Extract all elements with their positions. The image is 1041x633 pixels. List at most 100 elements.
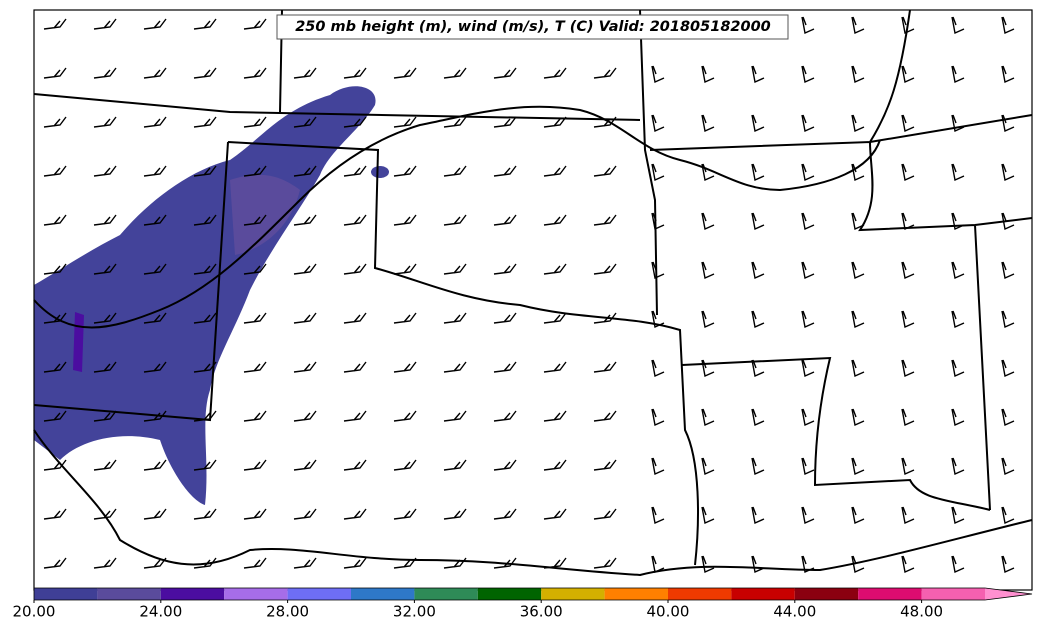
wind-barb bbox=[93, 116, 117, 128]
wind-barb bbox=[543, 557, 567, 569]
wind-barb bbox=[1001, 506, 1015, 524]
wind-barb bbox=[701, 65, 715, 83]
wind-barb bbox=[901, 506, 915, 524]
wind-barb bbox=[393, 165, 417, 177]
wind-barb bbox=[951, 310, 965, 328]
wind-barb bbox=[651, 457, 665, 475]
wind-barb bbox=[593, 459, 617, 471]
wind-barb bbox=[1001, 310, 1015, 328]
wind-barb bbox=[751, 457, 765, 475]
wind-barb bbox=[951, 457, 965, 475]
title: 250 mb height (m), wind (m/s), T (C) Val… bbox=[295, 19, 771, 35]
wind-barb bbox=[143, 67, 167, 79]
wind-barb bbox=[393, 263, 417, 275]
wind-barb bbox=[1001, 408, 1015, 426]
wind-barb bbox=[801, 310, 815, 328]
wind-barb bbox=[243, 116, 267, 128]
wind-barb bbox=[593, 214, 617, 226]
wind-barb bbox=[851, 212, 865, 230]
wind-barb bbox=[193, 459, 217, 471]
wind-barb bbox=[493, 459, 517, 471]
title-box: 250 mb height (m), wind (m/s), T (C) Val… bbox=[276, 14, 789, 40]
wind-barb bbox=[493, 214, 517, 226]
wind-barb bbox=[651, 359, 665, 377]
wind-barb bbox=[651, 65, 665, 83]
wind-barb bbox=[93, 508, 117, 520]
wind-barb bbox=[701, 408, 715, 426]
wind-barb bbox=[951, 212, 965, 230]
wind-barb bbox=[651, 114, 665, 132]
colorbar-segment bbox=[287, 588, 351, 600]
wind-barb bbox=[243, 508, 267, 520]
wind-barb bbox=[343, 214, 367, 226]
wind-barb bbox=[343, 410, 367, 422]
wind-barb bbox=[43, 557, 67, 569]
wind-barb bbox=[543, 214, 567, 226]
wind-barb bbox=[851, 310, 865, 328]
wind-barb bbox=[43, 165, 67, 177]
wind-barb bbox=[493, 263, 517, 275]
wind-barb bbox=[801, 261, 815, 279]
wind-barb bbox=[493, 508, 517, 520]
wind-barb bbox=[143, 508, 167, 520]
wind-barb bbox=[43, 18, 67, 30]
wind-barb bbox=[851, 163, 865, 181]
wind-barb bbox=[443, 508, 467, 520]
wind-barb bbox=[751, 359, 765, 377]
colorbar: 20.00 24.00 28.00 32.00 36.00 40.00 44.00 48.00 bbox=[13, 587, 1033, 621]
wind-barb bbox=[543, 459, 567, 471]
wind-barb bbox=[543, 116, 567, 128]
wind-barb bbox=[543, 410, 567, 422]
wind-barb bbox=[901, 114, 915, 132]
wind-barb bbox=[93, 410, 117, 422]
wind-barb bbox=[243, 410, 267, 422]
wind-barb bbox=[393, 312, 417, 324]
wind-barb bbox=[193, 263, 217, 275]
wind-barb bbox=[751, 261, 765, 279]
wind-barb bbox=[393, 361, 417, 373]
wind-barb bbox=[293, 557, 317, 569]
wind-barb bbox=[143, 557, 167, 569]
wind-barb bbox=[651, 408, 665, 426]
wind-barb bbox=[93, 263, 117, 275]
wind-barb bbox=[851, 506, 865, 524]
wind-barb bbox=[493, 410, 517, 422]
wind-barb bbox=[801, 16, 815, 34]
wind-barb bbox=[751, 310, 765, 328]
wind-barb bbox=[43, 410, 67, 422]
wind-barb bbox=[801, 555, 815, 573]
wind-barb bbox=[343, 312, 367, 324]
wind-barb bbox=[143, 459, 167, 471]
wind-barb bbox=[143, 18, 167, 30]
wind-barb bbox=[343, 557, 367, 569]
wind-barb bbox=[93, 165, 117, 177]
wind-barb bbox=[443, 312, 467, 324]
wind-barb bbox=[701, 261, 715, 279]
wind-barb bbox=[243, 67, 267, 79]
wind-barb bbox=[951, 506, 965, 524]
wind-barb bbox=[43, 459, 67, 471]
wind-barb bbox=[293, 410, 317, 422]
wind-barb bbox=[701, 457, 715, 475]
wind-barb bbox=[901, 408, 915, 426]
colorbar-segment bbox=[34, 588, 98, 600]
wind-barb bbox=[393, 557, 417, 569]
wind-barb bbox=[243, 214, 267, 226]
wind-barb bbox=[751, 114, 765, 132]
wind-barb bbox=[801, 457, 815, 475]
wind-barb bbox=[701, 163, 715, 181]
wind-barb bbox=[951, 408, 965, 426]
wind-barb bbox=[851, 65, 865, 83]
wind-barb bbox=[1001, 114, 1015, 132]
colorbar-segment bbox=[858, 588, 922, 600]
wind-barb bbox=[193, 361, 217, 373]
wind-barb bbox=[143, 116, 167, 128]
wind-barb bbox=[901, 310, 915, 328]
colorbar-extension bbox=[985, 588, 1032, 600]
wind-barb bbox=[593, 165, 617, 177]
colorbar-tick-label: 24.00 bbox=[139, 603, 182, 621]
wind-barb bbox=[293, 165, 317, 177]
wind-barb bbox=[951, 114, 965, 132]
wind-barb bbox=[393, 508, 417, 520]
